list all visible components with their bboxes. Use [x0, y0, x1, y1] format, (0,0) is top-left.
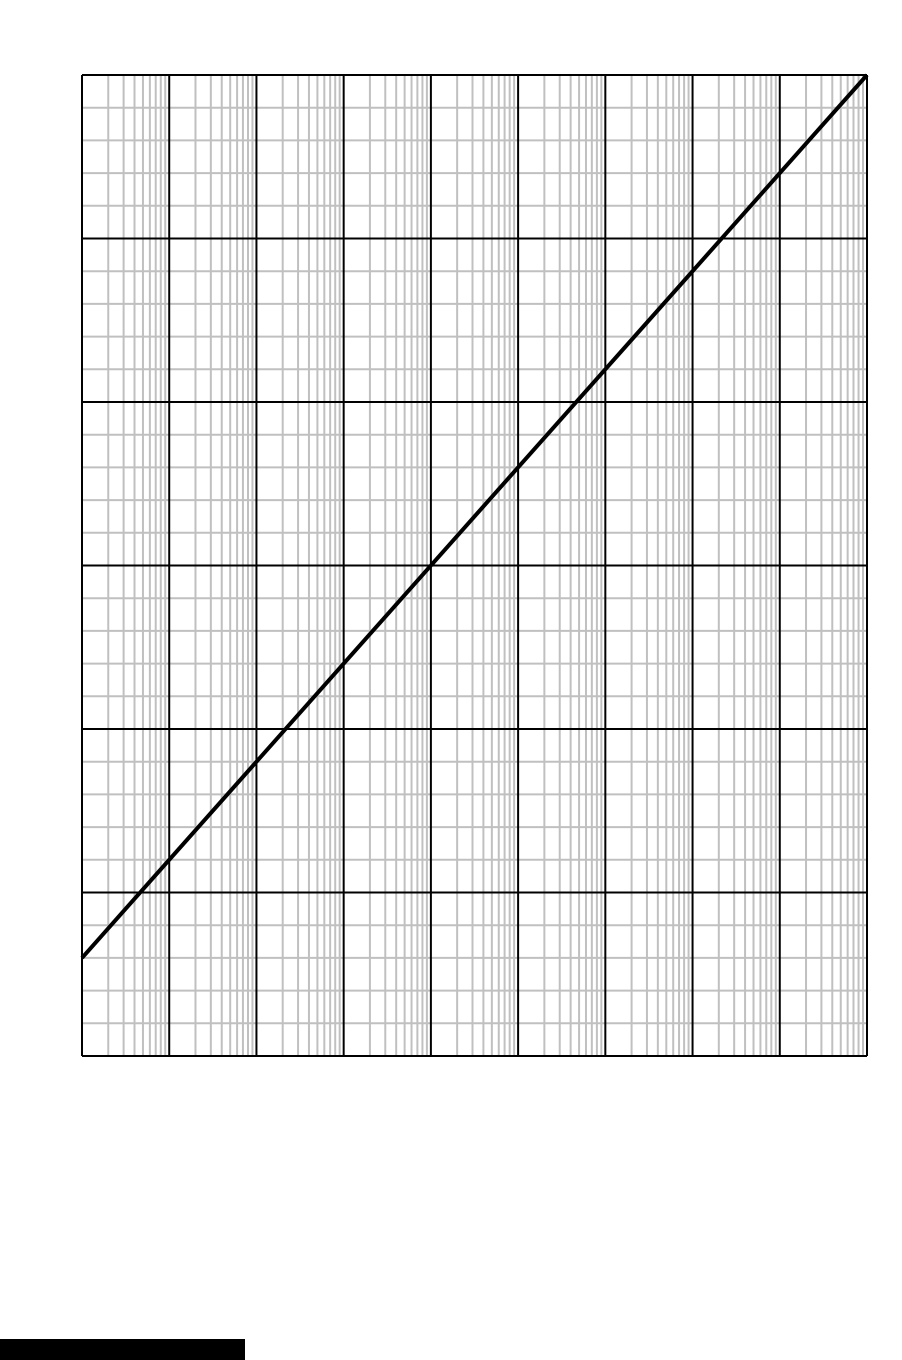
footer-bar [0, 1339, 245, 1360]
series-line [80, 73, 869, 960]
